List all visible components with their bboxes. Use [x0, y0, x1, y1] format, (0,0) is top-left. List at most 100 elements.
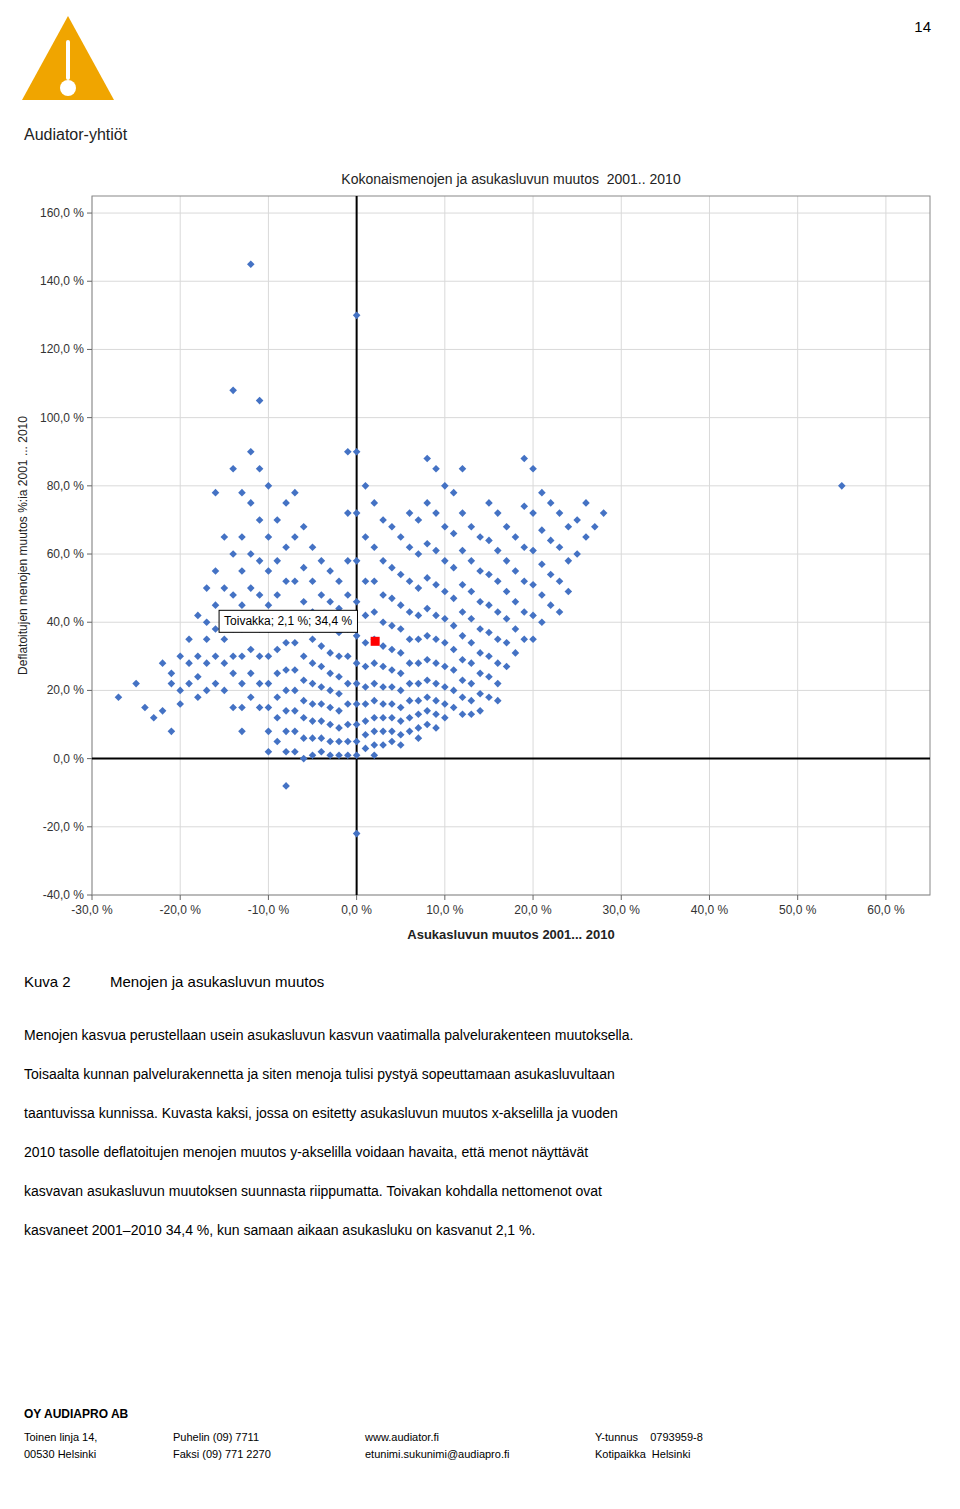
scatter-point	[494, 635, 502, 643]
scatter-point	[476, 567, 484, 575]
scatter-point	[273, 693, 281, 701]
scatter-point	[229, 653, 237, 661]
scatter-point	[335, 690, 343, 698]
footer-title: OY AUDIAPRO AB	[24, 1407, 129, 1421]
scatter-point	[185, 635, 193, 643]
scatter-point	[229, 465, 237, 473]
scatter-point	[370, 714, 378, 722]
scatter-point	[441, 557, 449, 565]
scatter-point	[370, 697, 378, 705]
scatter-point	[388, 646, 396, 654]
scatter-point	[141, 704, 149, 712]
scatter-point	[362, 482, 370, 490]
y-tick-label: 160,0 %	[40, 206, 84, 220]
scatter-point	[282, 639, 290, 647]
scatter-point	[282, 578, 290, 586]
scatter-point	[468, 680, 476, 688]
scatter-point	[423, 499, 431, 507]
scatter-point	[132, 680, 140, 688]
scatter-point	[441, 683, 449, 691]
scatter-point	[344, 448, 352, 456]
annotation-text: Toivakka; 2,1 %; 34,4 %	[224, 614, 352, 628]
scatter-point	[565, 523, 573, 531]
scatter-point	[432, 710, 440, 718]
y-tick	[87, 826, 92, 827]
scatter-point	[379, 683, 387, 691]
scatter-point	[503, 523, 511, 531]
footer-text: etunimi.sukunimi@audiapro.fi	[365, 1448, 509, 1460]
scatter-point	[423, 721, 431, 729]
scatter-point	[229, 670, 237, 678]
scatter-point	[335, 738, 343, 746]
scatter-point	[265, 567, 273, 575]
scatter-point	[388, 700, 396, 708]
scatter-point	[468, 615, 476, 623]
scatter-point	[353, 509, 361, 517]
scatter-point	[556, 509, 564, 517]
reference-line	[92, 758, 930, 760]
scatter-point	[485, 653, 493, 661]
y-tick	[87, 485, 92, 486]
scatter-point	[353, 700, 361, 708]
scatter-point	[194, 653, 202, 661]
scatter-point	[203, 618, 211, 626]
scatter-point	[282, 782, 290, 790]
scatter-point	[573, 516, 581, 524]
scatter-point	[221, 635, 229, 643]
scatter-point	[529, 612, 537, 620]
scatter-point	[538, 618, 546, 626]
scatter-point	[362, 663, 370, 671]
scatter-point	[388, 622, 396, 630]
scatter-point	[265, 748, 273, 756]
body-line: Toisaalta kunnan palvelurakennetta ja si…	[24, 1066, 615, 1082]
scatter-point	[573, 550, 581, 558]
scatter-point	[370, 659, 378, 667]
scatter-point	[432, 680, 440, 688]
scatter-point	[459, 509, 467, 517]
scatter-point	[379, 516, 387, 524]
scatter-point	[309, 734, 317, 742]
x-grid-line	[709, 196, 710, 895]
scatter-point	[291, 489, 299, 497]
scatter-point	[520, 608, 528, 616]
scatter-point	[432, 547, 440, 555]
scatter-point	[265, 704, 273, 712]
scatter-point	[520, 635, 528, 643]
scatter-point	[406, 635, 414, 643]
scatter-point	[388, 738, 396, 746]
scatter-point	[432, 697, 440, 705]
x-tick	[356, 895, 357, 900]
scatter-point	[547, 537, 555, 545]
x-tick	[444, 895, 445, 900]
scatter-point	[388, 666, 396, 674]
scatter-point	[256, 465, 264, 473]
body-line: kasvavan asukasluvun muutoksen suunnasta…	[24, 1183, 602, 1199]
scatter-point	[282, 707, 290, 715]
scatter-point	[441, 615, 449, 623]
scatter-point	[326, 567, 334, 575]
scatter-point	[291, 748, 299, 756]
x-tick-label: -30,0 %	[71, 903, 113, 917]
scatter-point	[203, 659, 211, 667]
scatter-point	[406, 714, 414, 722]
scatter-point	[291, 666, 299, 674]
scatter-point	[415, 659, 423, 667]
scatter-point	[485, 693, 493, 701]
logo	[22, 16, 114, 100]
scatter-point	[415, 680, 423, 688]
scatter-point	[476, 533, 484, 541]
x-grid-line	[356, 196, 357, 895]
y-tick	[87, 690, 92, 691]
x-tick	[621, 895, 622, 900]
y-tick	[87, 554, 92, 555]
y-grid-line	[92, 213, 930, 214]
scatter-point	[397, 717, 405, 725]
scatter-point	[423, 693, 431, 701]
y-grid-line	[92, 485, 930, 486]
scatter-point	[265, 482, 273, 490]
scatter-point	[423, 455, 431, 463]
scatter-point	[503, 557, 511, 565]
scatter-point	[194, 693, 202, 701]
y-tick-label: -20,0 %	[43, 820, 85, 834]
x-tick-label: 10,0 %	[426, 903, 464, 917]
